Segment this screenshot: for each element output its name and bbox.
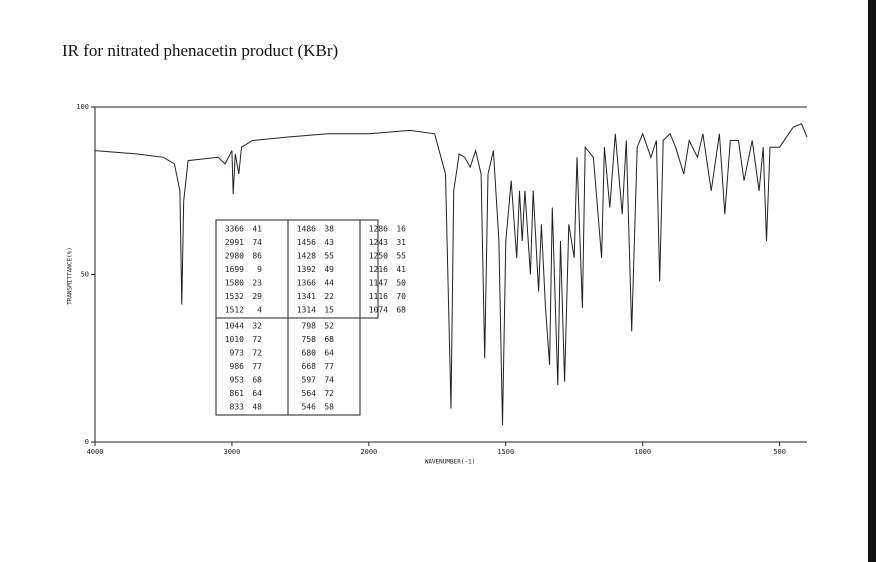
edge-strip [868,0,876,562]
peak-wavenumber: 680 [302,349,317,358]
y-tick-label: 100 [76,103,89,111]
peak-wavenumber: 1341 [297,292,316,301]
peak-transmittance: 55 [396,252,406,261]
peak-transmittance: 64 [324,349,334,358]
peak-transmittance: 77 [324,362,334,371]
peak-wavenumber: 973 [230,349,245,358]
peak-wavenumber: 1512 [225,306,244,315]
x-tick-label: 500 [773,448,786,456]
peak-transmittance: 16 [396,225,406,234]
peak-transmittance: 74 [252,238,262,247]
peak-wavenumber: 1010 [225,335,244,344]
peak-transmittance: 23 [252,279,262,288]
peak-wavenumber: 1250 [369,252,388,261]
peak-transmittance: 31 [396,238,406,247]
peak-transmittance: 44 [324,279,334,288]
peak-transmittance: 41 [252,225,262,234]
peak-wavenumber: 986 [230,362,245,371]
peak-transmittance: 77 [252,362,262,371]
peak-wavenumber: 1392 [297,265,316,274]
peak-transmittance: 70 [396,292,406,301]
peak-transmittance: 41 [396,265,406,274]
peak-transmittance: 74 [324,376,334,385]
chart-title: IR for nitrated phenacetin product (KBr) [62,41,338,60]
peak-transmittance: 58 [324,403,334,412]
peak-transmittance: 50 [396,279,406,288]
peak-transmittance: 43 [324,238,334,247]
peak-wavenumber: 2980 [225,252,244,261]
peak-transmittance: 32 [252,322,262,331]
peak-wavenumber: 2991 [225,238,244,247]
x-tick-label: 2000 [360,448,377,456]
x-axis-label: WAVENUMBER(-1) [425,459,476,466]
peak-wavenumber: 1286 [369,225,388,234]
y-axis-label: TRANSMITTANCE(%) [67,247,74,305]
peak-wavenumber: 1314 [297,306,316,315]
peak-wavenumber: 1147 [369,279,388,288]
peak-transmittance: 68 [324,335,334,344]
peak-transmittance: 52 [324,322,334,331]
peak-wavenumber: 1456 [297,238,316,247]
peak-transmittance: 68 [396,306,406,315]
peak-wavenumber: 668 [302,362,317,371]
peak-transmittance: 72 [324,389,334,398]
peak-wavenumber: 1116 [369,292,388,301]
x-tick-label: 1500 [497,448,514,456]
peak-wavenumber: 861 [230,389,245,398]
peak-transmittance: 38 [324,225,334,234]
peak-transmittance: 49 [324,265,334,274]
peak-table-top [215,219,379,319]
peak-wavenumber: 1074 [369,306,388,315]
peak-wavenumber: 3366 [225,225,244,234]
peak-transmittance: 55 [324,252,334,261]
peak-transmittance: 48 [252,403,262,412]
peak-wavenumber: 833 [230,403,245,412]
peak-transmittance: 72 [252,335,262,344]
peak-wavenumber: 1216 [369,265,388,274]
peak-wavenumber: 1532 [225,292,244,301]
peak-wavenumber: 1580 [225,279,244,288]
peak-transmittance: 29 [252,292,262,301]
peak-wavenumber: 758 [302,335,317,344]
peak-wavenumber: 1699 [225,265,244,274]
peak-transmittance: 64 [252,389,262,398]
peak-wavenumber: 1243 [369,238,388,247]
y-tick-label: 0 [85,438,89,446]
x-tick-label: 4000 [87,448,104,456]
peak-wavenumber: 953 [230,376,245,385]
peak-wavenumber: 1428 [297,252,316,261]
peak-wavenumber: 597 [302,376,317,385]
peak-transmittance: 4 [257,306,262,315]
peak-wavenumber: 564 [302,389,317,398]
peak-wavenumber: 798 [302,322,317,331]
peak-wavenumber: 1044 [225,322,244,331]
spectrum-line [94,123,808,426]
x-tick-label: 3000 [223,448,240,456]
peak-wavenumber: 1486 [297,225,316,234]
peak-transmittance: 72 [252,349,262,358]
peak-transmittance: 22 [324,292,334,301]
peak-wavenumber: 546 [302,403,317,412]
peak-transmittance: 15 [324,306,334,315]
peak-transmittance: 9 [257,265,262,274]
y-tick-label: 50 [81,271,89,279]
peak-wavenumber: 1366 [297,279,316,288]
peak-transmittance: 68 [252,376,262,385]
peak-transmittance: 86 [252,252,262,261]
x-tick-label: 1000 [634,448,651,456]
